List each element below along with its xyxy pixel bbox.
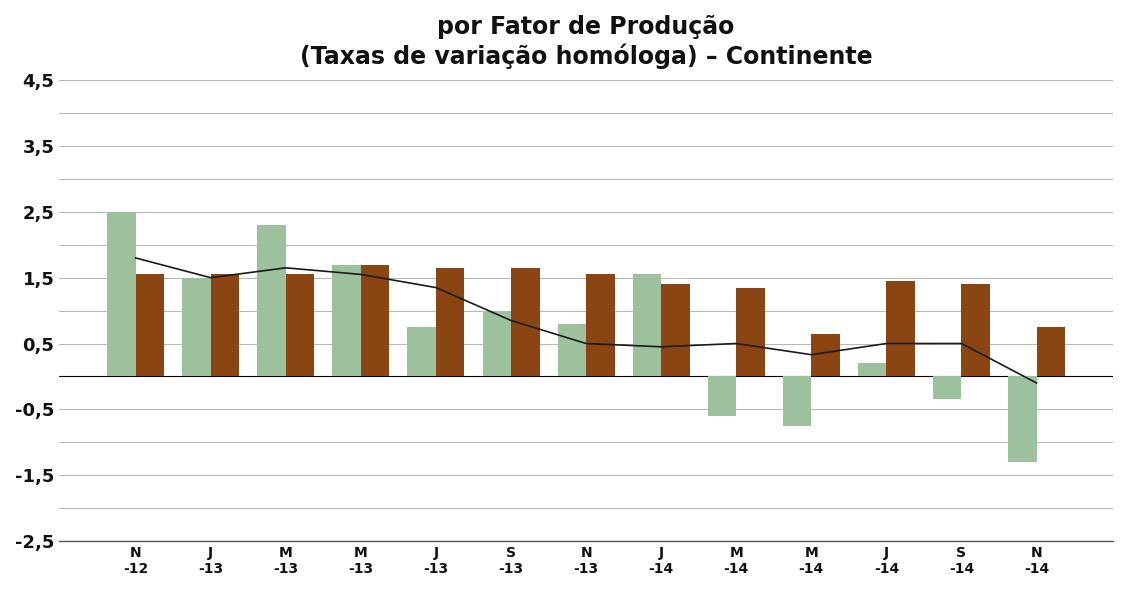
Bar xyxy=(1008,376,1037,462)
Bar xyxy=(407,327,435,376)
Bar xyxy=(633,274,661,376)
Bar xyxy=(811,334,840,376)
Bar xyxy=(887,281,915,376)
Bar xyxy=(361,265,389,376)
Bar xyxy=(333,265,361,376)
Bar xyxy=(211,274,239,376)
Bar xyxy=(435,268,465,376)
Bar xyxy=(483,311,511,376)
Bar xyxy=(511,268,539,376)
Bar xyxy=(587,274,615,376)
Bar xyxy=(707,376,737,416)
Bar xyxy=(783,376,811,426)
Bar xyxy=(858,363,887,376)
Bar xyxy=(557,324,587,376)
Bar xyxy=(737,288,765,376)
Bar xyxy=(107,212,135,376)
Bar xyxy=(285,274,315,376)
Bar xyxy=(933,376,961,400)
Bar xyxy=(661,284,689,376)
Bar xyxy=(183,278,211,376)
Bar xyxy=(135,274,165,376)
Bar xyxy=(961,284,990,376)
Title: por Fator de Produção
(Taxas de variação homóloga) – Continente: por Fator de Produção (Taxas de variação… xyxy=(300,15,872,69)
Bar xyxy=(257,225,285,376)
Bar xyxy=(1037,327,1065,376)
